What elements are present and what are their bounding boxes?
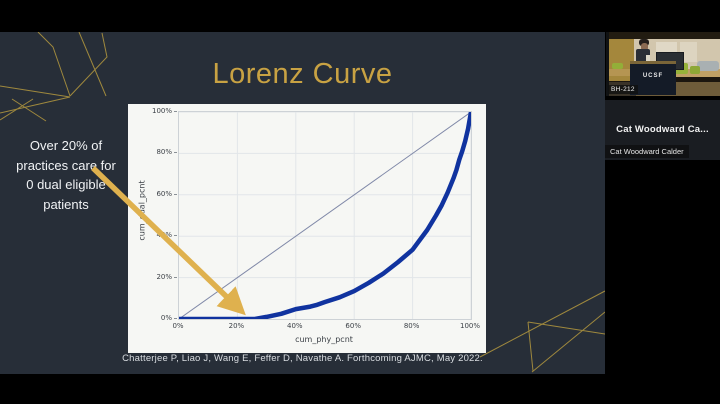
presenter-hair (639, 39, 649, 46)
y-tick-label: 40% (156, 231, 172, 240)
annotation-line: patients (43, 196, 89, 212)
x-tick-label: 100% (459, 322, 480, 330)
webcam-video-tile[interactable]: UCSF BH-212 (606, 32, 720, 96)
wall-panel (680, 42, 697, 62)
lorenz-curve-svg (179, 112, 471, 319)
y-tick-label: 20% (156, 272, 172, 281)
annotation-callout: Over 20% of practices care for 0 dual el… (0, 136, 132, 214)
y-tick-label: 0% (160, 314, 172, 322)
x-tick-label: 20% (228, 322, 245, 330)
y-tick-label: 60% (156, 189, 172, 198)
x-axis-title: cum_phy_pcnt (295, 335, 353, 344)
lorenz-chart: 0% 20% 40% 60% 80% 100% 0% 20% 40% 60% 80% 100% cu… (128, 104, 486, 353)
room-ceiling (606, 32, 720, 40)
x-tick-label: 0% (172, 322, 184, 330)
x-tick-label: 80% (403, 322, 420, 330)
annotation-line: practices care for (16, 157, 116, 173)
participant-name-label: Cat Woodward Calder (605, 145, 689, 158)
participant-video-tile[interactable]: Cat Woodward Ca... Cat Woodward Calder (605, 100, 720, 160)
x-tick-label: 40% (287, 322, 303, 330)
citation-text: Chatterjee P, Liao J, Wang E, Feffer D, … (122, 353, 483, 364)
annotation-line: Over 20% of (29, 138, 103, 153)
presentation-slide: Lorenz Curve Over 20% of practices care … (0, 32, 605, 374)
letterbox-bottom (0, 374, 720, 404)
participant-display-name: Cat Woodward Ca... (616, 124, 709, 135)
annotation-line: 0 dual eligible (26, 177, 106, 192)
plot-area (178, 111, 472, 320)
x-tick-label: 60% (345, 322, 361, 330)
side-table (608, 69, 631, 76)
gray-chair (697, 61, 719, 71)
green-chair (690, 66, 700, 74)
video-left-edge (606, 32, 609, 96)
y-axis-title: cum_dual_pcnt (137, 180, 147, 241)
room-label: BH-212 (608, 85, 638, 94)
letterbox-top (0, 0, 720, 32)
green-chair (612, 63, 623, 69)
slide-title: Lorenz Curve (212, 58, 393, 90)
line_of_equality (179, 112, 471, 319)
presenter-head (641, 43, 648, 51)
lorenz_curve (179, 112, 471, 319)
microphone (646, 55, 650, 61)
meeting-sidebar: UCSF BH-212 Cat Woodward Ca... Cat Woodw… (605, 0, 720, 404)
y-tick-label: 100% (151, 107, 172, 115)
podium-logo: UCSF (642, 73, 664, 79)
y-tick-label: 80% (156, 148, 172, 157)
